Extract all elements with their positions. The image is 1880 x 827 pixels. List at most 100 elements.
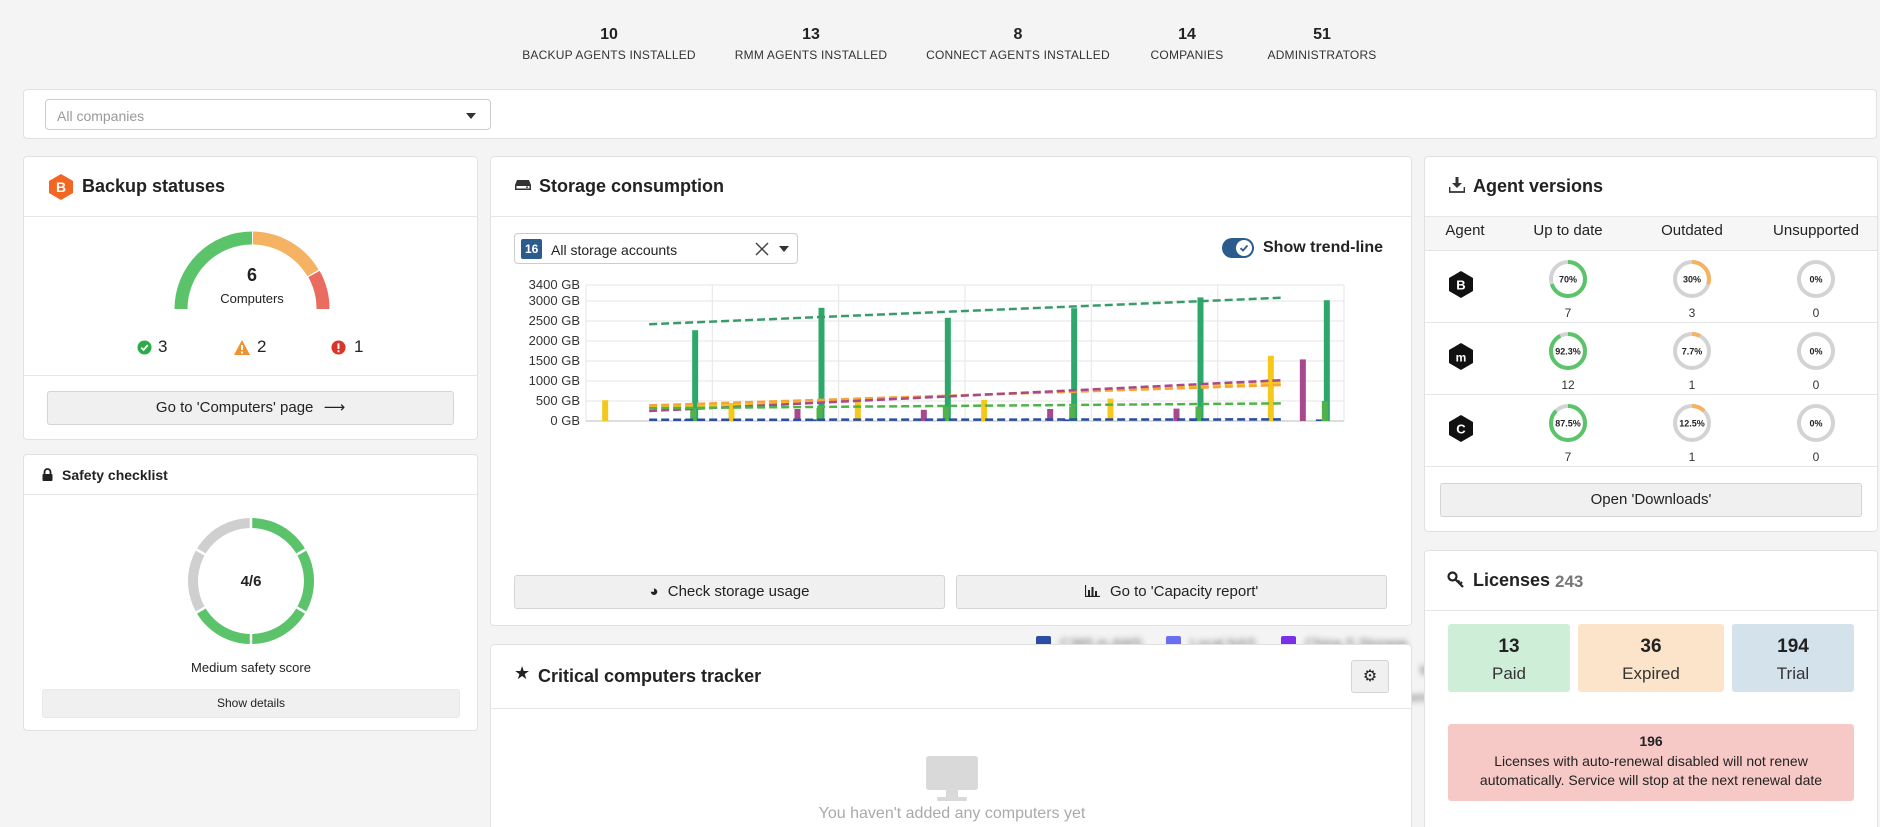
bar[interactable] — [794, 409, 801, 421]
gear-icon: ⚙ — [1362, 668, 1378, 685]
hard-drive-icon — [515, 180, 531, 190]
button-label: Check storage usage — [667, 583, 810, 600]
storage-account-select[interactable]: 16 All storage accounts — [514, 233, 798, 264]
safety-score-value: 4/6 — [240, 573, 262, 590]
version-ring-uns[interactable]: 0% 0 — [1796, 331, 1836, 392]
go-to-computers-button[interactable]: Go to 'Computers' page ⟶ — [47, 391, 454, 425]
toggle-label: Show trend-line — [1263, 239, 1383, 256]
ring-percent: 7.7% — [1682, 347, 1703, 357]
bar[interactable] — [728, 403, 735, 421]
chevron-down-icon — [779, 246, 789, 252]
bar[interactable] — [1197, 297, 1204, 421]
bar[interactable] — [690, 408, 697, 421]
trial-licenses-box[interactable]: 194 Trial — [1732, 624, 1854, 692]
lock-icon — [42, 468, 53, 481]
card-title: Agent versions — [1473, 176, 1604, 196]
ring-count: 7 — [1564, 306, 1572, 320]
stat-administrators[interactable]: 51 ADMINISTRATORS — [1267, 26, 1376, 62]
agent-table-header — [1425, 217, 1877, 251]
warning-icon — [234, 340, 250, 355]
svg-text:B: B — [56, 179, 66, 195]
capacity-report-button[interactable]: Go to 'Capacity report' — [956, 575, 1387, 609]
bar[interactable] — [816, 407, 823, 421]
bar[interactable] — [1063, 419, 1070, 421]
card-title: Safety checklist — [62, 467, 168, 483]
column-header-agent: Agent — [1445, 222, 1485, 239]
version-ring-uns[interactable]: 0% 0 — [1796, 403, 1836, 464]
version-ring-out[interactable]: 30% 3 — [1672, 259, 1712, 320]
version-ring-up[interactable]: 92.3% 12 — [1548, 331, 1588, 392]
stat-backup-agents[interactable]: 10 BACKUP AGENTS INSTALLED — [522, 26, 696, 62]
stat-label: CONNECT AGENTS INSTALLED — [926, 48, 1110, 62]
stat-number: 10 — [600, 26, 618, 43]
progress-ring: 0% — [1797, 260, 1835, 298]
version-ring-uns[interactable]: 0% 0 — [1796, 259, 1836, 320]
ring-count: 12 — [1561, 378, 1575, 392]
paid-licenses-box[interactable]: 13 Paid — [1448, 624, 1570, 692]
bar[interactable] — [944, 317, 951, 421]
clear-icon[interactable] — [755, 242, 769, 256]
bar[interactable] — [692, 330, 699, 421]
trend-line — [649, 378, 1281, 413]
divider — [24, 375, 477, 376]
bar-chart-icon — [1084, 585, 1100, 598]
bar[interactable] — [1195, 406, 1202, 421]
y-tick-label: 2500 GB — [529, 313, 580, 328]
stat-connect-agents[interactable]: 8 CONNECT AGENTS INSTALLED — [926, 26, 1110, 62]
version-ring-up[interactable]: 70% 7 — [1548, 259, 1588, 320]
bar[interactable] — [1107, 398, 1114, 421]
trial-label: Trial — [1776, 664, 1810, 683]
bar[interactable] — [818, 307, 825, 421]
bar[interactable] — [1267, 355, 1274, 421]
check-storage-usage-button[interactable]: ◕ Check storage usage — [514, 575, 945, 609]
expired-licenses-box[interactable]: 36 Expired — [1578, 624, 1724, 692]
backup-agent-icon: B — [1449, 271, 1473, 298]
storage-consumption-card: Storage consumption 16 All storage accou… — [490, 156, 1842, 705]
bar[interactable] — [810, 419, 817, 421]
stat-number: 51 — [1313, 26, 1331, 43]
trend-line — [649, 296, 1281, 326]
show-details-button[interactable]: Show details — [42, 689, 460, 718]
bar[interactable] — [942, 406, 949, 421]
ring-count: 1 — [1688, 450, 1696, 464]
bar[interactable] — [1299, 359, 1306, 421]
stat-number: 14 — [1178, 26, 1196, 43]
card-title: Critical computers tracker — [538, 666, 762, 686]
card-header: Licenses 243 — [1425, 551, 1877, 611]
bar[interactable] — [1321, 401, 1328, 421]
ring-count: 0 — [1812, 450, 1820, 464]
bar[interactable] — [1315, 419, 1322, 421]
version-ring-out[interactable]: 7.7% 1 — [1672, 331, 1712, 392]
ring-count: 0 — [1812, 306, 1820, 320]
bar[interactable] — [1323, 300, 1330, 421]
monitor-icon — [926, 756, 978, 801]
divider — [1425, 394, 1877, 395]
stat-companies[interactable]: 14 COMPANIES — [1151, 26, 1224, 62]
stat-label: ADMINISTRATORS — [1267, 48, 1377, 62]
card-header: Agent versions — [1425, 157, 1877, 217]
version-ring-up[interactable]: 87.5% 7 — [1548, 403, 1588, 464]
toggle-switch-icon — [1222, 238, 1254, 258]
open-downloads-button[interactable]: Open 'Downloads' — [1440, 483, 1862, 517]
tracker-settings-button[interactable]: ⚙ — [1351, 660, 1389, 693]
rmm-agent-icon: m — [1449, 343, 1473, 370]
card-header: Safety checklist — [24, 455, 477, 495]
y-tick-label: 1000 GB — [529, 373, 580, 388]
bar[interactable] — [1069, 406, 1076, 421]
stat-rmm-agents[interactable]: 13 RMM AGENTS INSTALLED — [735, 26, 887, 62]
bar[interactable] — [1071, 308, 1078, 421]
selected-count-badge: 16 — [521, 239, 543, 259]
divider — [1425, 466, 1877, 467]
bar[interactable] — [602, 400, 609, 421]
bar[interactable] — [920, 409, 927, 421]
version-ring-out[interactable]: 12.5% 1 — [1672, 403, 1712, 464]
bar[interactable] — [1047, 409, 1054, 421]
bar[interactable] — [854, 401, 861, 421]
status-error-count: 1 — [354, 337, 364, 356]
bar[interactable] — [1173, 408, 1180, 421]
bar[interactable] — [981, 399, 988, 421]
trendline-toggle[interactable]: Show trend-line — [1222, 237, 1383, 259]
download-icon — [1449, 177, 1465, 193]
company-select[interactable]: All companies — [45, 99, 491, 130]
divider — [1425, 322, 1877, 323]
